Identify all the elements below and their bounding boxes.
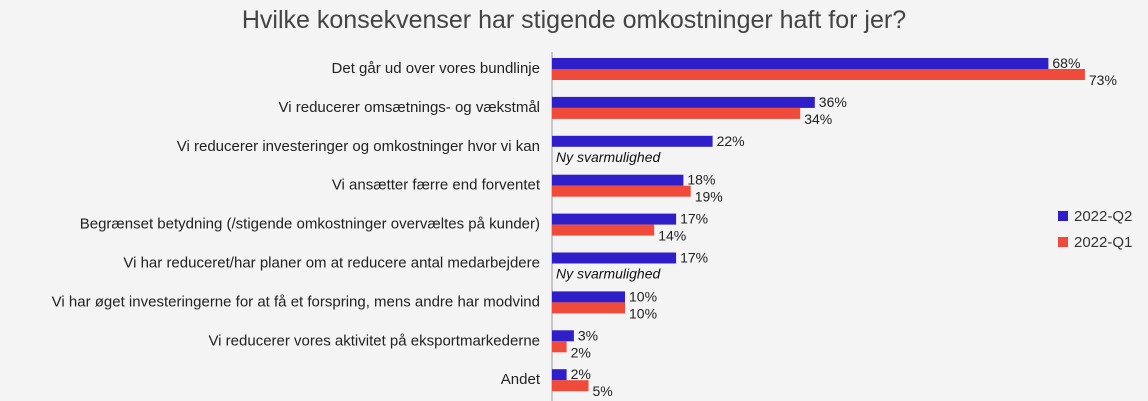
- data-label: 18%: [687, 172, 715, 188]
- legend-item-q1[interactable]: 2022-Q1: [1058, 229, 1132, 255]
- data-label: 10%: [629, 288, 657, 304]
- data-label: 19%: [695, 189, 723, 205]
- data-label: 68%: [1052, 55, 1080, 71]
- annotation-new-option: Ny svarmulighed: [556, 149, 661, 165]
- legend: 2022-Q2 2022-Q1: [1058, 203, 1132, 255]
- data-label: 73%: [1089, 72, 1117, 88]
- category-label: Vi reducerer omsætnings- og vækstmål: [279, 99, 541, 116]
- bar-q1[interactable]: [552, 185, 691, 197]
- category-label: Vi har øget investeringerne for at få et…: [52, 293, 540, 310]
- data-label: 22%: [717, 133, 745, 149]
- bar-q1[interactable]: [552, 341, 567, 353]
- chart-title: Hvilke konsekvenser har stigende omkostn…: [241, 6, 907, 34]
- data-label: 3%: [578, 327, 598, 343]
- bar-q2[interactable]: [552, 369, 567, 381]
- bar-q1[interactable]: [552, 69, 1085, 80]
- legend-swatch-q1: [1058, 237, 1068, 247]
- bar-q1[interactable]: [552, 224, 655, 236]
- category-label: Vi har reduceret/har planer om at reduce…: [123, 255, 540, 272]
- category-label: Vi reducerer investeringer og omkostning…: [177, 138, 540, 155]
- data-label: 2%: [571, 366, 591, 382]
- data-label: 17%: [680, 250, 708, 266]
- legend-label-q2: 2022-Q2: [1074, 207, 1133, 225]
- category-label: Begrænset betydning (/stigende omkostnin…: [80, 216, 540, 233]
- data-label: 36%: [819, 94, 847, 110]
- bar-q1[interactable]: [552, 302, 625, 314]
- data-label: 10%: [629, 305, 657, 321]
- bar-q2[interactable]: [552, 96, 815, 108]
- data-label: 17%: [680, 211, 708, 227]
- bar-q2[interactable]: [552, 330, 574, 342]
- data-label: 14%: [658, 228, 686, 244]
- category-label: Vi ansætter færre end forventet: [332, 177, 541, 194]
- legend-label-q1: 2022-Q1: [1074, 233, 1133, 251]
- data-label: 5%: [593, 383, 613, 399]
- data-label: 34%: [804, 111, 832, 127]
- legend-item-q2[interactable]: 2022-Q2: [1058, 203, 1132, 229]
- category-label: Andet: [501, 371, 541, 388]
- bar-q2[interactable]: [552, 213, 677, 225]
- annotation-new-option: Ny svarmulighed: [556, 266, 661, 282]
- category-label: Det går ud over vores bundlinje: [332, 60, 540, 77]
- bar-q2[interactable]: [552, 58, 1049, 69]
- bar-q2[interactable]: [552, 291, 625, 303]
- bar-q2[interactable]: [552, 135, 713, 147]
- bar-q1[interactable]: [552, 380, 589, 392]
- category-label: Vi reducerer vores aktivitet på eksportm…: [208, 332, 540, 349]
- bar-q2[interactable]: [552, 174, 684, 186]
- data-label: 2%: [571, 344, 591, 360]
- bar-q1[interactable]: [552, 107, 801, 119]
- legend-swatch-q2: [1058, 211, 1068, 221]
- bar-q2[interactable]: [552, 252, 677, 264]
